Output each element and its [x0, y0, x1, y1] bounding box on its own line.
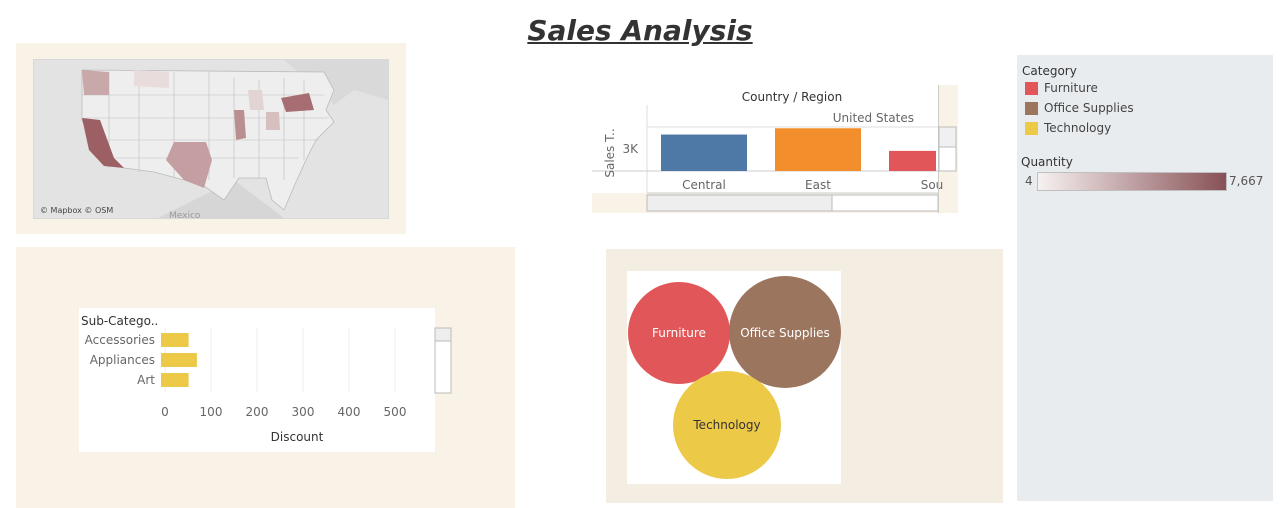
- subcategory-xtick: 0: [161, 405, 169, 419]
- state-illinois[interactable]: [234, 110, 246, 140]
- subcategory-xtick: 300: [292, 405, 315, 419]
- subcategory-bar-accessories[interactable]: [161, 333, 189, 347]
- region-chart-ylabel: Sales T..: [603, 128, 617, 177]
- subcategory-xtick: 100: [200, 405, 223, 419]
- subcategory-label: Accessories: [85, 333, 155, 347]
- state-michigan[interactable]: [248, 90, 264, 110]
- bubble-label-office-supplies: Office Supplies: [740, 326, 830, 340]
- subcategory-bar-appliances[interactable]: [161, 353, 197, 367]
- state-montana[interactable]: [134, 70, 169, 88]
- subcategory-chart: Sub-Catego.. Accessories Appliances Art 0 1…: [79, 308, 453, 452]
- bubble-technology[interactable]: Technology: [673, 371, 781, 479]
- legend-swatch-furniture: [1025, 82, 1038, 95]
- subcategory-vscroll-thumb[interactable]: [434, 327, 452, 342]
- state-newyork[interactable]: [281, 93, 314, 112]
- legend-label: Furniture: [1044, 81, 1098, 95]
- region-tick-label: Central: [682, 178, 726, 192]
- region-chart-ytick: 3K: [622, 142, 639, 156]
- subcategory-chart-xlabel: Discount: [271, 430, 324, 444]
- subcategory-xtick: 500: [384, 405, 407, 419]
- region-chart-vscroll-thumb[interactable]: [938, 126, 957, 148]
- page-title: Sales Analysis: [527, 14, 753, 47]
- subcategory-xtick: 200: [246, 405, 269, 419]
- subcategory-bar-art[interactable]: [161, 373, 189, 387]
- legend-category-title: Category: [1022, 64, 1077, 78]
- region-chart-svg: Country / Region United States Sales T..…: [592, 85, 957, 213]
- region-bar-east[interactable]: [775, 128, 861, 171]
- legend-quantity-title: Quantity: [1021, 155, 1073, 169]
- state-washington[interactable]: [82, 70, 109, 95]
- region-bar-sou[interactable]: [889, 150, 936, 171]
- legend-quantity-gradient: [1037, 172, 1227, 191]
- state-california[interactable]: [82, 118, 124, 168]
- map-label-mexico: Mexico: [169, 211, 201, 219]
- legend-quantity-min: 4: [1025, 174, 1033, 188]
- legend-swatch-office-supplies: [1025, 102, 1038, 115]
- map-attribution: © Mapbox © OSM: [40, 206, 114, 215]
- state-ohio[interactable]: [266, 112, 280, 130]
- subcategory-label: Art: [137, 373, 155, 387]
- subcategory-label: Appliances: [90, 353, 155, 367]
- region-tick-label: East: [805, 178, 831, 192]
- us-map[interactable]: © Mapbox © OSM Mexico: [33, 59, 389, 219]
- bubble-chart-svg: Furniture Office Supplies Technology: [628, 276, 841, 479]
- subcategory-chart-svg: Sub-Catego.. Accessories Appliances Art 0 1…: [79, 308, 452, 452]
- region-tick-label: Sou: [921, 178, 944, 192]
- legend-panel: Category Furniture Office Supplies Techn…: [1017, 55, 1273, 501]
- subcategory-xtick: 400: [338, 405, 361, 419]
- region-chart-hscroll-thumb[interactable]: [646, 194, 833, 212]
- region-chart-country: United States: [833, 111, 914, 125]
- bubble-office-supplies[interactable]: Office Supplies: [729, 276, 841, 388]
- region-bar-central[interactable]: [661, 134, 747, 171]
- subcategory-chart-header: Sub-Catego..: [81, 314, 158, 328]
- bubble-label-furniture: Furniture: [652, 326, 706, 340]
- legend-label: Office Supplies: [1044, 101, 1134, 115]
- legend-swatch-technology: [1025, 122, 1038, 135]
- bubble-label-technology: Technology: [692, 418, 760, 432]
- legend-quantity-max: 7,667: [1229, 174, 1264, 188]
- legend-label: Technology: [1044, 121, 1112, 135]
- bubble-chart: Furniture Office Supplies Technology: [627, 271, 841, 484]
- map-svg: [34, 60, 388, 218]
- bubble-furniture[interactable]: Furniture: [628, 282, 730, 384]
- region-chart-header: Country / Region: [742, 90, 842, 104]
- region-chart: Country / Region United States Sales T..…: [592, 85, 958, 213]
- state-texas[interactable]: [166, 142, 212, 188]
